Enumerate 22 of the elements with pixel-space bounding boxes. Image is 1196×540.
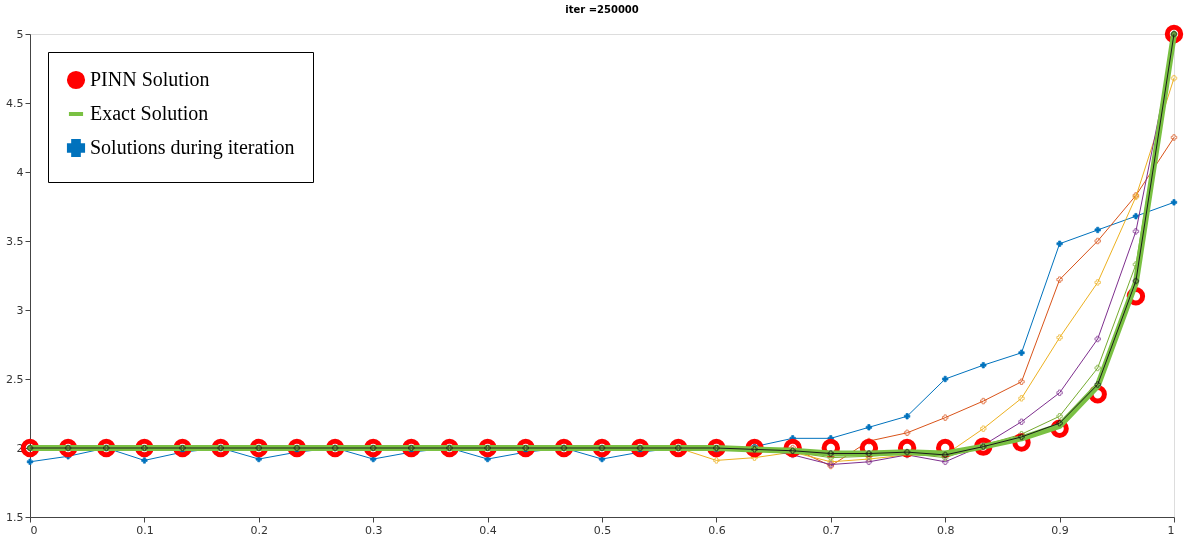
x-tick-label: 0.9 xyxy=(1051,523,1069,537)
x-tick-label: 0.8 xyxy=(936,523,955,537)
x-tick-label: 0.1 xyxy=(136,523,154,537)
x-tick-label: 0.5 xyxy=(593,523,612,537)
y-tick-label: 3.5 xyxy=(6,234,24,248)
x-tick-label: 0.6 xyxy=(708,523,726,537)
x-tick-label: 0.3 xyxy=(364,523,383,537)
y-tick-label: 4.5 xyxy=(6,96,24,110)
y-tick-label: 1.5 xyxy=(6,510,24,524)
legend-label: Solutions during iteration xyxy=(90,136,295,159)
y-tick-label: 2.5 xyxy=(6,372,24,386)
y-tick-label: 3 xyxy=(16,303,24,317)
chart-title: iter =250000 xyxy=(565,4,639,16)
y-tick-label: 5 xyxy=(16,27,24,41)
x-tick-label: 0.7 xyxy=(822,523,841,537)
legend-label: Exact Solution xyxy=(90,102,209,124)
x-tick-label: 0.4 xyxy=(479,523,497,537)
x-tick-label: 0 xyxy=(30,523,38,537)
legend-label: PINN Solution xyxy=(90,68,210,90)
x-tick-label: 0.2 xyxy=(250,523,269,537)
x-tick-label: 1 xyxy=(1167,523,1175,537)
y-tick-label: 4 xyxy=(16,165,24,179)
